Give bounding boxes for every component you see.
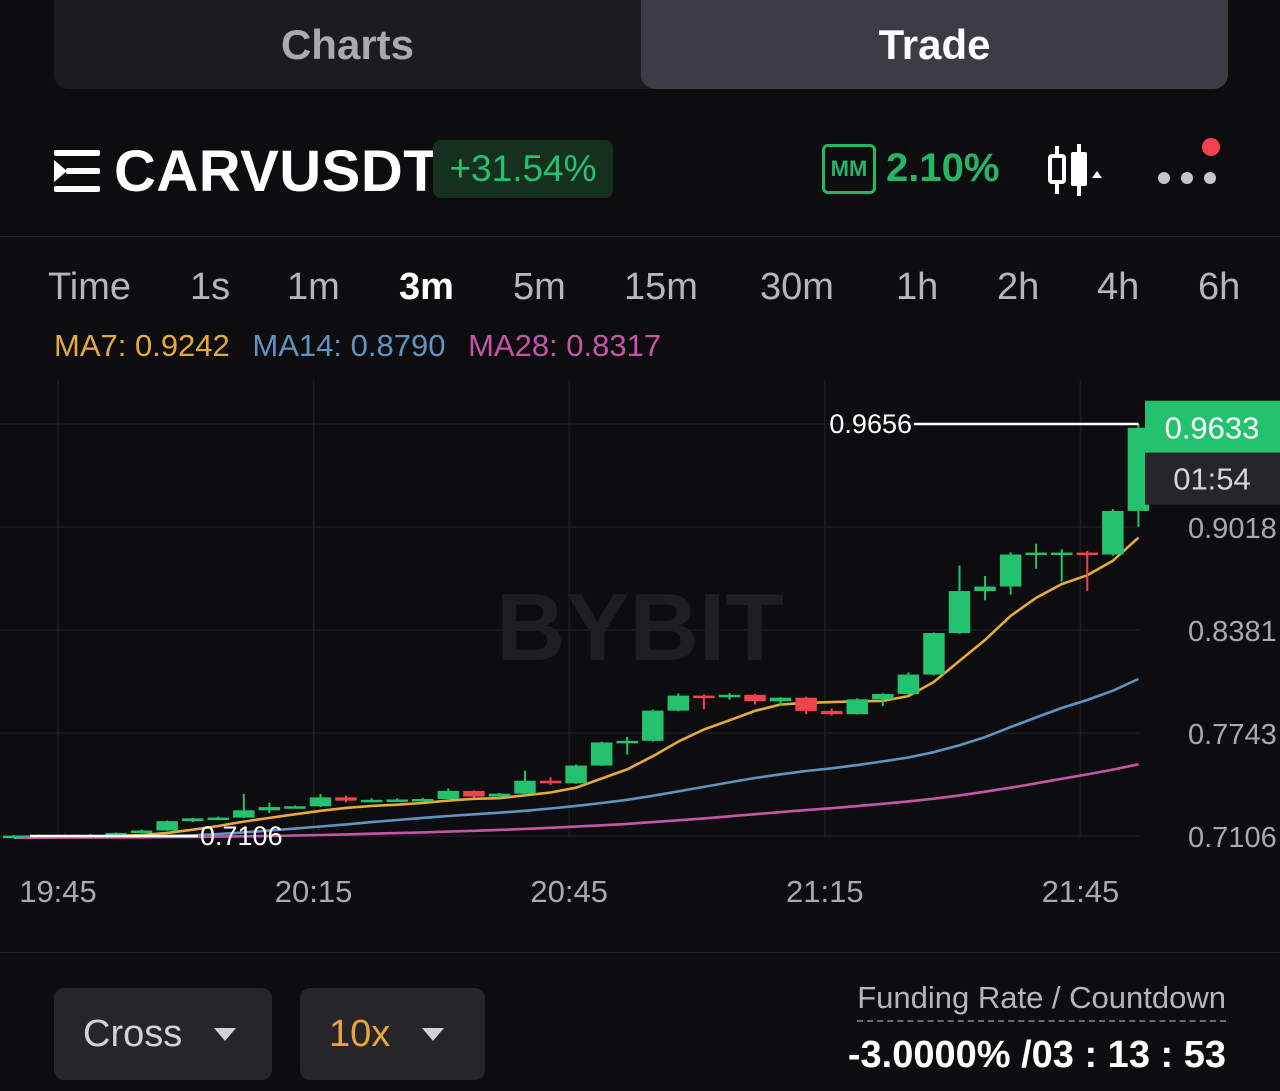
candle-body [974, 586, 996, 592]
candle-body [360, 799, 383, 803]
candle-body [105, 832, 127, 836]
candle-body [616, 740, 638, 744]
tf-6h[interactable]: 6h [1198, 266, 1241, 308]
tf-2h[interactable]: 2h [997, 266, 1040, 308]
candle-body [1102, 510, 1124, 555]
tab-charts[interactable]: Charts [280, 20, 415, 68]
candle-body [233, 810, 255, 818]
caret-down-icon [214, 1027, 237, 1041]
x-tick-label: 20:15 [275, 874, 353, 909]
tab-trade[interactable]: Trade [641, 0, 1228, 89]
top-tab-bar: Charts Trade [54, 0, 1228, 89]
tf-15m[interactable]: 15m [624, 266, 698, 308]
tf-time[interactable]: Time [48, 266, 132, 308]
price-change-badge: +31.54% [433, 140, 613, 198]
ma-line-ma28 [13, 763, 1139, 840]
symbol-header: CARVUSDT +31.54% MM 2.10% [0, 126, 1280, 216]
candle-body [412, 799, 434, 802]
candle-body [1076, 552, 1099, 556]
candlestick-chart[interactable]: BYBIT 0.9018 0.8381 0.7743 0.7106 19:45 20:15 2… [0, 360, 1280, 920]
tf-1h[interactable]: 1h [896, 266, 939, 308]
y-tick-label: 0.7743 [1188, 719, 1277, 751]
symbol-name[interactable]: CARVUSDT [114, 139, 440, 204]
ma14-label: MA14: 0.8790 [252, 328, 446, 363]
bottom-divider [0, 952, 1280, 953]
candle-body [846, 699, 868, 715]
countdown-tag [1145, 452, 1280, 505]
tf-5m[interactable]: 5m [513, 266, 566, 308]
candle-body [463, 790, 485, 797]
candle-body [999, 554, 1022, 587]
candle-body [948, 591, 971, 634]
candle-body [1025, 552, 1047, 556]
leverage-button[interactable]: 10x [300, 988, 485, 1080]
leverage-label: 10x [329, 1012, 391, 1055]
menu-icon[interactable] [54, 150, 100, 192]
header-divider [0, 236, 1280, 237]
candle-body [642, 710, 664, 741]
ma-line-ma7 [13, 536, 1140, 839]
candle-body [795, 697, 817, 711]
candle-body [386, 799, 408, 802]
candle-body [667, 695, 690, 711]
y-tick-label: 0.9018 [1188, 513, 1277, 545]
mm-rate-value: 2.10% [886, 146, 1000, 190]
candle-body [1127, 427, 1150, 511]
candle-body [744, 694, 766, 702]
tf-1s[interactable]: 1s [190, 266, 231, 308]
low-marker-label: 0.7106 [200, 821, 283, 851]
candle-body [207, 817, 229, 821]
candle-body [897, 674, 920, 694]
funding-rate-value: -3.0000% /03 : 13 : 53 [847, 1034, 1226, 1076]
funding-rate-label[interactable]: Funding Rate / Countdown [857, 980, 1226, 1022]
tf-3m[interactable]: 3m [399, 266, 454, 308]
x-tick-label: 19:45 [19, 874, 97, 909]
candle-body [872, 693, 894, 700]
candle-body [718, 694, 741, 698]
candle-body [335, 797, 357, 801]
candle-body [3, 835, 25, 839]
ma-legend: MA7: 0.9242 MA14: 0.8790 MA28: 0.8317 [54, 328, 661, 364]
mm-badge: MM [822, 144, 876, 194]
candle-countdown-label: 01:54 [1173, 462, 1251, 497]
x-tick-label: 20:45 [530, 874, 608, 909]
candle-body [181, 818, 204, 822]
tf-30m[interactable]: 30m [760, 266, 834, 308]
x-tick-label: 21:15 [786, 874, 864, 909]
candle-body [565, 765, 587, 784]
ma7-label: MA7: 0.9242 [54, 328, 230, 363]
timeframe-selector: Time 1s 1m 3m 5m 15m 30m 1h 2h 4h 6h [0, 266, 1280, 320]
candle-body [539, 780, 562, 784]
more-icon[interactable] [1152, 134, 1228, 194]
margin-mode-label: Cross [83, 1012, 183, 1055]
y-tick-label: 0.8381 [1188, 616, 1277, 648]
candle-body [820, 710, 843, 715]
candle-body [693, 695, 715, 699]
candle-body [130, 830, 153, 834]
candle-body [437, 790, 460, 800]
last-price-tag [1145, 400, 1280, 453]
caret-down-icon [422, 1027, 445, 1041]
margin-mode-button[interactable]: Cross [54, 988, 272, 1080]
ma28-label: MA28: 0.8317 [468, 328, 662, 363]
x-tick-label: 21:45 [1042, 874, 1120, 909]
ma-line-ma14 [13, 677, 1139, 839]
tf-4h[interactable]: 4h [1097, 266, 1140, 308]
high-marker-label: 0.9656 [829, 409, 912, 439]
candle-body [258, 807, 281, 811]
y-tick-label: 0.7106 [1188, 822, 1277, 854]
candle-body [156, 821, 178, 831]
watermark-logo: BYBIT [496, 574, 784, 681]
candle-body [923, 633, 945, 675]
candle-body [769, 697, 792, 702]
last-price-label: 0.9633 [1165, 411, 1260, 446]
tf-1m[interactable]: 1m [287, 266, 340, 308]
candlestick-settings-icon[interactable] [1046, 142, 1112, 198]
candle-body [488, 793, 511, 797]
candle-body [309, 797, 332, 807]
candle-body [1051, 552, 1073, 556]
candle-body [590, 742, 613, 766]
candle-body [284, 806, 306, 809]
candle-body [514, 780, 536, 794]
